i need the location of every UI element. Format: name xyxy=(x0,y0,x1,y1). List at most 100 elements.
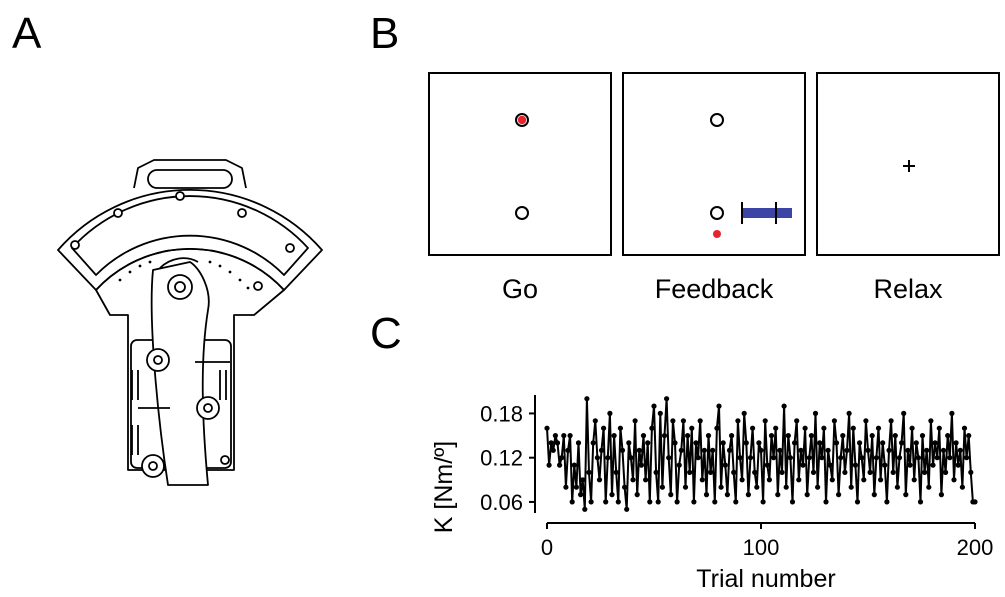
stiffness-point xyxy=(875,425,882,431)
x-tick-label: 100 xyxy=(743,535,780,560)
stiffness-point xyxy=(873,455,879,461)
stiffness-point xyxy=(932,440,938,446)
stiffness-point xyxy=(871,492,877,498)
stiffness-point xyxy=(624,506,630,512)
stiffness-point xyxy=(682,484,689,490)
stiffness-point xyxy=(850,425,856,431)
stiffness-point xyxy=(590,440,596,446)
relax-screen xyxy=(816,72,1000,256)
stiffness-point xyxy=(546,462,552,468)
stiffness-point xyxy=(880,440,886,446)
stiffness-point xyxy=(953,440,959,446)
stiffness-point xyxy=(743,440,749,446)
x-tick-label: 0 xyxy=(541,535,553,560)
stiffness-point xyxy=(798,447,804,453)
stiffness-point xyxy=(802,425,808,431)
stiffness-point xyxy=(561,433,567,439)
stiffness-point xyxy=(632,418,638,424)
stiffness-point xyxy=(710,447,716,453)
relax-screen-drawing xyxy=(903,160,915,172)
stiffness-point xyxy=(947,455,953,461)
stiffness-point xyxy=(563,484,569,490)
stiffness-point xyxy=(714,425,720,431)
stiffness-point xyxy=(819,455,825,461)
stiffness-point xyxy=(886,447,892,453)
start-circle xyxy=(515,206,529,220)
stiffness-point xyxy=(781,403,787,409)
stiffness-point xyxy=(720,440,726,446)
stiffness-point xyxy=(580,477,586,483)
stiffness-point xyxy=(622,484,628,490)
stiffness-point xyxy=(810,469,817,475)
stiffness-point xyxy=(758,447,764,453)
y-tick-label: 0.06 xyxy=(480,490,523,515)
stiffness-point xyxy=(601,425,607,431)
stiffness-point xyxy=(687,469,693,475)
stiffness-point xyxy=(567,433,573,439)
panel-b-letter: B xyxy=(370,9,400,58)
stiffness-point xyxy=(783,484,789,490)
go-screen-drawing xyxy=(515,113,529,220)
stiffness-point xyxy=(825,447,831,453)
stiffness-point xyxy=(903,492,909,498)
stiffness-point xyxy=(592,418,598,424)
stiffness-point xyxy=(659,484,665,490)
stiffness-point xyxy=(752,469,758,475)
cursor-dot xyxy=(713,230,721,238)
stiffness-point xyxy=(884,499,890,505)
feedback-bar xyxy=(742,208,792,218)
stiffness-point xyxy=(760,499,766,505)
stiffness-point xyxy=(653,469,659,475)
stiffness-point xyxy=(865,447,871,453)
stiffness-point xyxy=(651,403,657,409)
stiffness-point xyxy=(638,462,644,468)
stiffness-point xyxy=(628,455,634,461)
stiffness-point xyxy=(594,455,600,461)
stiffness-point xyxy=(613,469,619,475)
stiffness-point xyxy=(605,455,611,461)
stiffness-point xyxy=(771,455,777,461)
stiffness-point xyxy=(894,484,900,490)
stiffness-point xyxy=(901,410,907,416)
stiffness-point xyxy=(666,455,672,461)
feedback-label: Feedback xyxy=(654,274,774,304)
stiffness-point xyxy=(861,477,867,483)
stiffness-point xyxy=(722,462,728,468)
hand xyxy=(159,257,199,269)
cursor-dot xyxy=(517,115,527,125)
stiffness-point xyxy=(544,425,550,431)
x-tick-label: 200 xyxy=(957,535,994,560)
stiffness-point xyxy=(857,440,863,446)
stiffness-point xyxy=(943,469,949,475)
feedback-screen-drawing xyxy=(710,113,792,238)
stiffness-point xyxy=(584,396,590,402)
stiffness-point xyxy=(645,440,651,446)
stiffness-point xyxy=(787,455,793,461)
stiffness-point xyxy=(737,455,743,461)
stiffness-point xyxy=(724,492,730,498)
stiffness-point xyxy=(926,484,932,490)
stiffness-point xyxy=(741,410,747,416)
stiffness-point xyxy=(745,492,751,498)
go-screen xyxy=(428,72,612,256)
stiffness-point xyxy=(896,455,903,461)
stiffness-point xyxy=(691,499,697,505)
stiffness-point xyxy=(729,433,735,439)
stiffness-point xyxy=(640,433,647,439)
stiffness-point xyxy=(657,410,663,416)
stiffness-point xyxy=(827,462,833,468)
stiffness-point xyxy=(949,410,955,416)
stiffness-point xyxy=(733,499,739,505)
relax-label: Relax xyxy=(873,274,943,304)
stiffness-point xyxy=(582,506,588,512)
stiffness-point xyxy=(550,447,556,453)
stiffness-point xyxy=(792,440,798,446)
stiffness-point xyxy=(890,469,896,475)
stiffness-point xyxy=(852,462,858,468)
stiffness-point xyxy=(796,477,802,483)
stiffness-point xyxy=(596,477,603,483)
stiffness-point xyxy=(940,447,947,453)
stiffness-point xyxy=(557,462,563,468)
stiffness-point xyxy=(548,440,554,446)
stiffness-point xyxy=(689,425,695,431)
